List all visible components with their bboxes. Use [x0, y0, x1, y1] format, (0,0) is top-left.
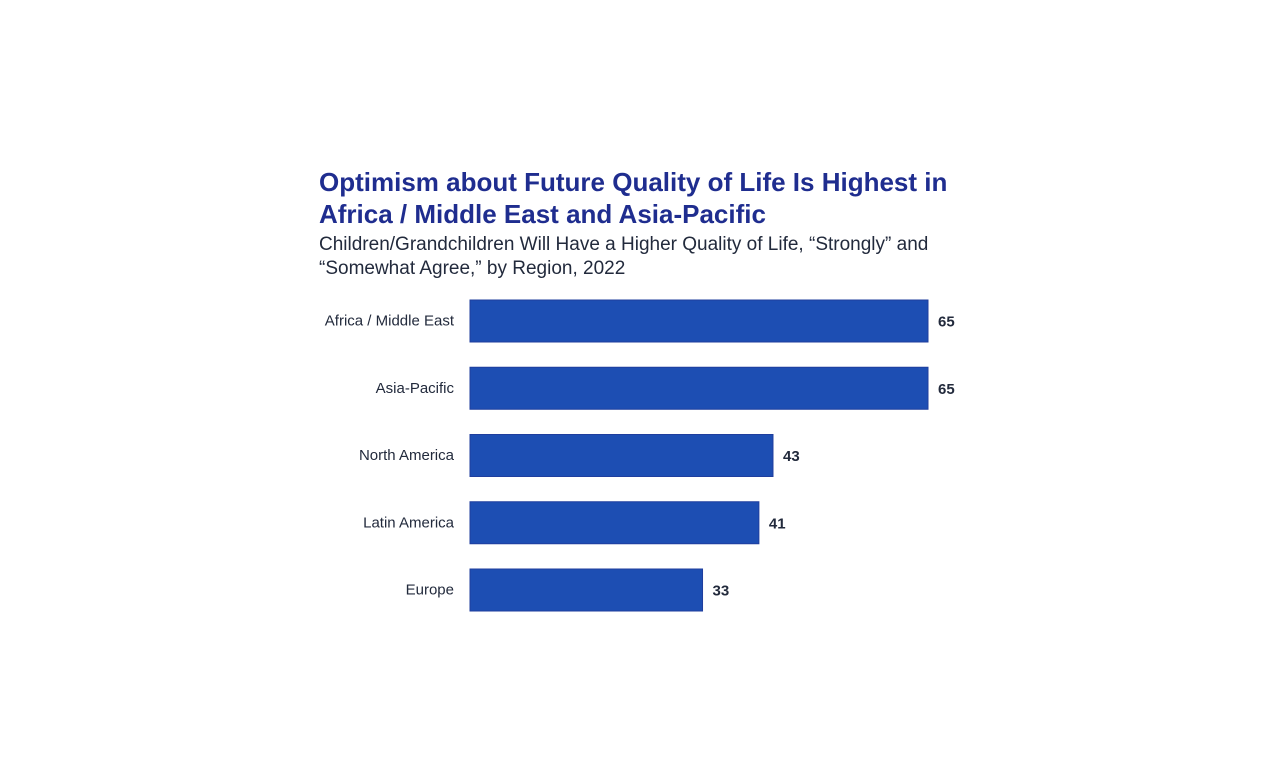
value-label: 33: [713, 583, 730, 600]
value-label: 65: [938, 381, 955, 398]
value-label: 43: [783, 448, 800, 465]
bar-north-america: [469, 434, 774, 477]
chart-subtitle: Children/Grandchildren Will Have a Highe…: [319, 234, 929, 279]
chart-title: Optimism about Future Quality of Life Is…: [319, 167, 948, 229]
category-label: Asia-Pacific: [376, 380, 455, 397]
value-label: 65: [938, 314, 955, 331]
bar-latin-america: [469, 501, 760, 545]
category-label: Africa / Middle East: [325, 313, 455, 330]
category-label: Latin America: [363, 514, 455, 531]
bar-chart: Africa / Middle East 65 Asia-Pacific 65 Nort…: [325, 299, 955, 612]
value-label: 41: [769, 515, 786, 532]
category-label: Europe: [406, 582, 454, 599]
bar-africa-middle-east: [469, 299, 929, 343]
bar-europe: [469, 568, 704, 612]
bar-asia-pacific: [469, 366, 929, 410]
chart-container: Optimism about Future Quality of Life Is…: [319, 166, 979, 281]
category-label: North America: [359, 447, 455, 464]
